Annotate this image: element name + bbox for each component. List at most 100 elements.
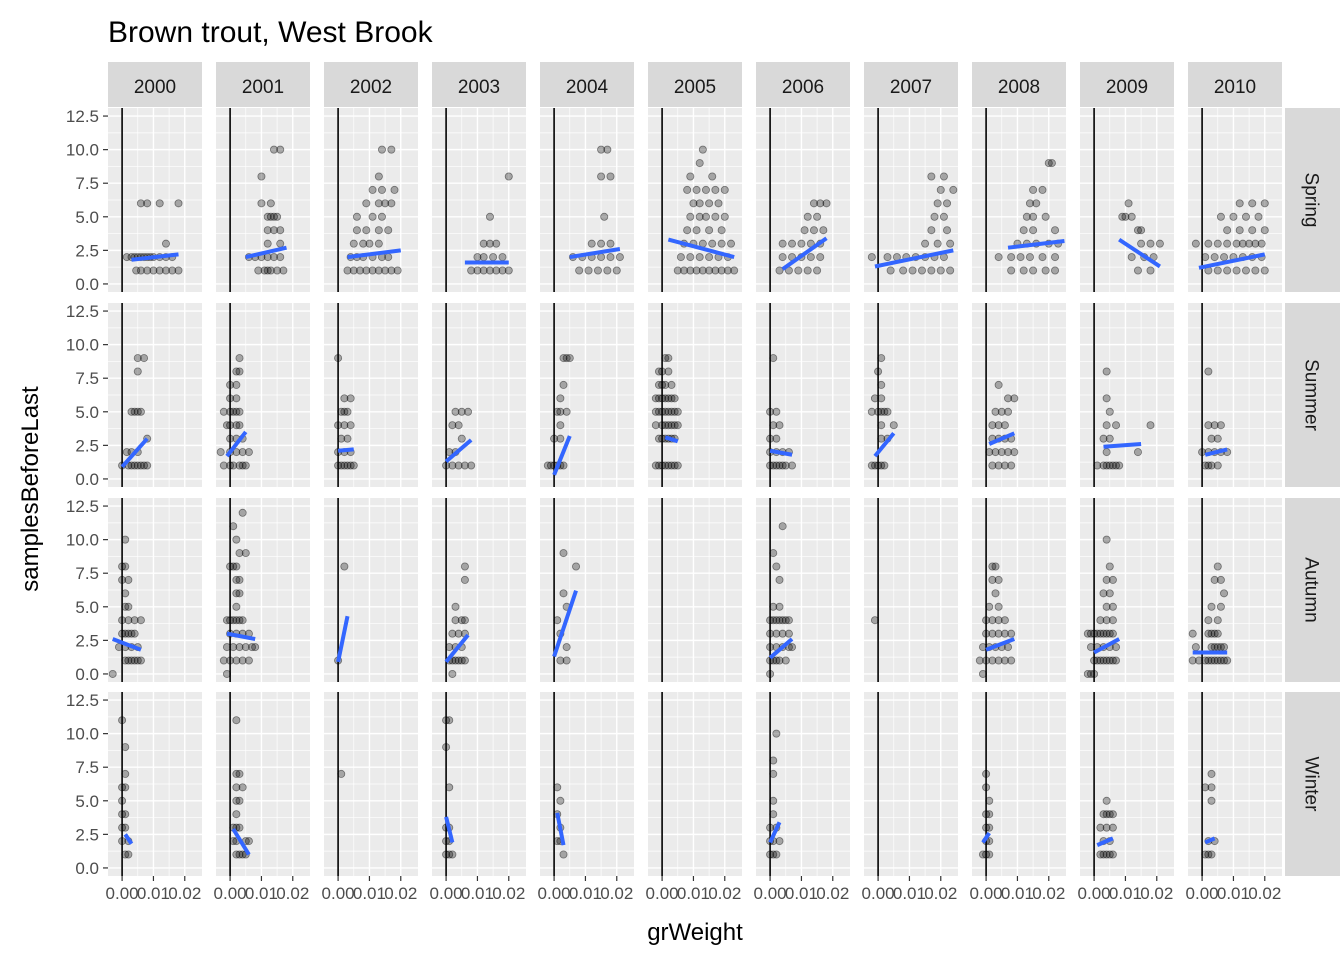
y-tick-label: 12.5: [66, 107, 99, 126]
data-point: [235, 769, 244, 778]
data-point: [988, 461, 997, 470]
regression-line: [1007, 238, 1065, 250]
data-point: [1102, 850, 1111, 859]
chart-title: Brown trout, West Brook: [108, 16, 434, 49]
data-point: [273, 266, 282, 275]
y-tick-label: 2.5: [75, 631, 99, 650]
data-point: [232, 394, 241, 403]
x-tick-label: 0.00: [970, 884, 1003, 903]
data-point: [1004, 407, 1013, 416]
facet-panel-2003-summer: [432, 303, 526, 487]
data-point: [118, 562, 127, 571]
regression-line: [444, 633, 470, 664]
data-point: [343, 407, 352, 416]
x-tick-label: 0.02: [168, 884, 201, 903]
x-tick-label: 0.02: [924, 884, 957, 903]
data-point: [365, 239, 374, 248]
column-strip-2003: [432, 62, 526, 107]
data-point: [235, 407, 244, 416]
data-point: [340, 394, 349, 403]
data-point: [803, 266, 812, 275]
data-point: [174, 199, 183, 208]
data-point: [1204, 656, 1213, 665]
data-point: [575, 266, 584, 275]
data-point: [661, 461, 670, 470]
column-strip-2006: [756, 62, 850, 107]
panel-marks-2009-winter: [1096, 796, 1117, 859]
data-point: [1146, 421, 1155, 430]
data-point: [485, 266, 494, 275]
facet-strips: 2000 2001 2002 2003 2004 2005 2006 2007 2008 2009…: [108, 62, 1340, 876]
data-point: [467, 266, 476, 275]
data-point: [775, 266, 784, 275]
data-point: [1188, 629, 1197, 638]
data-point: [1010, 394, 1019, 403]
data-point: [927, 266, 936, 275]
data-point: [1207, 769, 1216, 778]
data-point: [1127, 253, 1136, 262]
data-point: [118, 823, 127, 832]
data-point: [1041, 212, 1050, 221]
data-point: [1099, 629, 1108, 638]
facet-panel-2001-summer: [216, 303, 310, 487]
panel-marks-2005-spring: [667, 145, 739, 275]
column-strip-label: 2003: [458, 77, 500, 98]
data-point: [556, 421, 565, 430]
data-point: [368, 212, 377, 221]
data-point: [1133, 266, 1142, 275]
data-point: [244, 837, 253, 846]
data-point: [226, 562, 235, 571]
data-point: [819, 226, 828, 235]
data-point: [235, 616, 244, 625]
data-point: [467, 461, 476, 470]
data-point: [1133, 226, 1142, 235]
data-point: [1093, 461, 1102, 470]
data-point: [1019, 266, 1028, 275]
data-point: [1051, 226, 1060, 235]
x-axis-title: grWeight: [647, 919, 743, 946]
data-point: [559, 549, 568, 558]
data-point: [1204, 616, 1213, 625]
data-point: [143, 199, 152, 208]
data-point: [546, 461, 555, 470]
regression-line: [225, 430, 248, 458]
data-point: [727, 239, 736, 248]
regression-line: [768, 821, 782, 844]
data-point: [1102, 575, 1111, 584]
data-point: [219, 461, 228, 470]
data-point: [492, 239, 501, 248]
data-point: [445, 783, 454, 792]
data-point: [121, 562, 130, 571]
column-strip-2009: [1080, 62, 1174, 107]
data-point: [946, 239, 955, 248]
data-point: [118, 629, 127, 638]
data-point: [121, 602, 130, 611]
data-point: [597, 172, 606, 181]
data-point: [775, 602, 784, 611]
data-point: [769, 354, 778, 363]
data-point: [349, 461, 358, 470]
data-point: [457, 407, 466, 416]
data-point: [479, 266, 488, 275]
data-point: [457, 434, 466, 443]
data-point: [587, 239, 596, 248]
data-point: [473, 266, 482, 275]
data-point: [448, 669, 457, 678]
data-point: [219, 656, 228, 665]
data-point: [1213, 461, 1222, 470]
data-point: [982, 629, 991, 638]
data-point: [1105, 407, 1114, 416]
data-point: [775, 461, 784, 470]
data-point: [1029, 212, 1038, 221]
data-point: [769, 796, 778, 805]
data-point: [877, 380, 886, 389]
data-point: [654, 394, 663, 403]
data-point: [772, 656, 781, 665]
y-tick-label: 10.0: [66, 336, 99, 355]
data-point: [772, 850, 781, 859]
data-point: [1204, 629, 1213, 638]
data-point: [1201, 253, 1210, 262]
x-tick-label: 0.00: [646, 884, 679, 903]
data-point: [1102, 810, 1111, 819]
data-point: [1251, 266, 1260, 275]
